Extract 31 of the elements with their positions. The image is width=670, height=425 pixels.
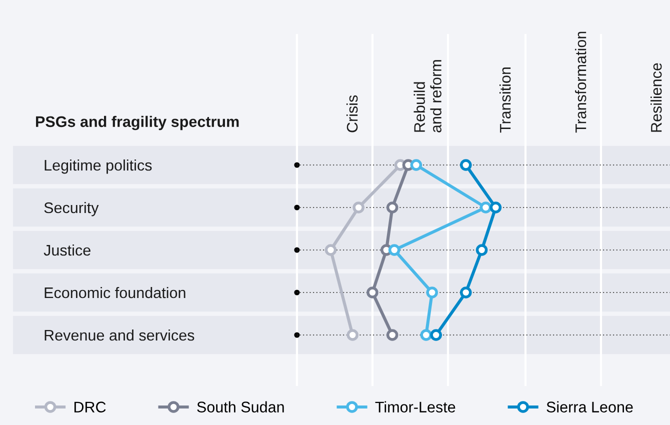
point [460, 286, 472, 298]
y-tick-label: Security [44, 202, 99, 216]
legend-label: Sierra Leone [546, 401, 633, 412]
point [324, 244, 337, 256]
text: Resilience [650, 63, 662, 132]
ref-line-label: Transition [499, 67, 511, 133]
text: PSGs and fragility spectrum [36, 116, 239, 130]
point [386, 202, 398, 214]
y-tick-label: Revenue and services [44, 329, 194, 341]
point [476, 244, 488, 256]
point [366, 286, 378, 298]
ref-line-label: Crisis [346, 95, 358, 132]
point [352, 202, 364, 214]
point [410, 159, 422, 171]
point [346, 329, 358, 341]
point [386, 329, 398, 341]
legend-label: South Sudan [197, 401, 284, 412]
ref-line-label: Transformation [575, 32, 586, 133]
y-tick-label: Justice [44, 244, 90, 256]
point [460, 159, 472, 171]
point [420, 329, 432, 341]
y-tick-label: Legitime politics [44, 159, 152, 174]
point [388, 244, 400, 256]
point [490, 202, 502, 214]
point [426, 286, 438, 298]
y-tick-label: Economic foundation [44, 286, 186, 298]
point [430, 329, 442, 341]
legend-label: DRC [74, 402, 106, 412]
ref-line-label: Rebuild and reform [414, 60, 442, 132]
point [480, 202, 492, 214]
legend-label: Timor-Leste [375, 401, 456, 412]
